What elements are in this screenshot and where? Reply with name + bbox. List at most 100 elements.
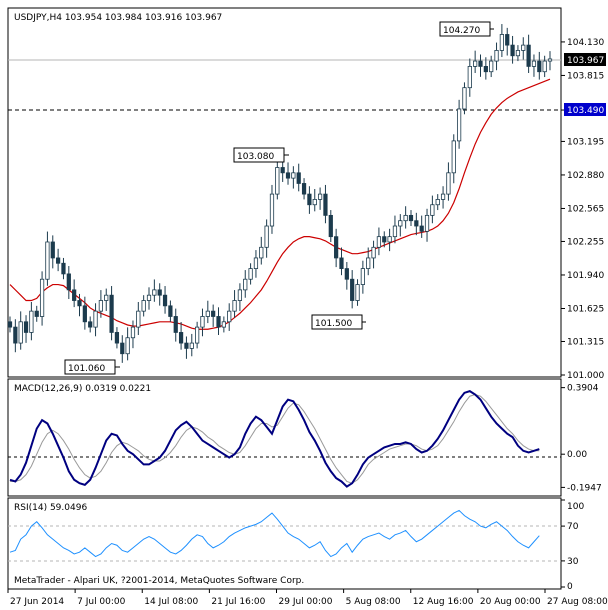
candle	[61, 257, 66, 280]
candle	[136, 302, 141, 335]
candle	[494, 42, 499, 71]
candle-body	[521, 44, 526, 51]
candle-body	[216, 316, 221, 328]
candle	[542, 55, 547, 78]
rsi-axis: 100 70 30 0	[561, 499, 584, 592]
candle-body	[537, 60, 542, 73]
candle-body	[355, 284, 360, 301]
candle-body	[456, 108, 462, 142]
time-tick-label: 12 Aug 16:00	[413, 597, 474, 607]
candle-body	[291, 172, 296, 179]
candle	[162, 286, 168, 314]
annotation-peak-label: 103.080	[237, 152, 274, 162]
candle-body	[515, 50, 521, 57]
candle-body	[285, 172, 291, 179]
candle-body	[392, 225, 398, 238]
candle	[253, 250, 259, 278]
candle	[184, 336, 189, 359]
price-tick-label: 102.255	[567, 237, 604, 247]
candle	[227, 303, 232, 331]
candle	[424, 208, 430, 242]
price-tick-label: 101.000	[567, 371, 604, 381]
candle-body	[435, 199, 440, 206]
candle	[334, 228, 339, 268]
candle	[291, 166, 296, 189]
candle	[205, 300, 210, 324]
rsi-tick-label: 70	[567, 522, 579, 532]
candle-body	[114, 332, 120, 344]
rsi-title: RSI(14) 59.0496	[14, 503, 87, 513]
annotation-dip-label: 101.500	[315, 319, 352, 329]
moving-average-series	[9, 78, 551, 330]
candle-body	[339, 257, 344, 269]
candle-body	[56, 257, 61, 264]
price-tick-label: 102.565	[567, 204, 604, 214]
macd-panel	[7, 378, 562, 497]
candle-body	[269, 193, 275, 227]
candle	[344, 261, 349, 290]
candle	[515, 45, 521, 62]
rsi-line	[9, 509, 540, 558]
candle	[104, 288, 109, 311]
candle-body	[7, 321, 13, 328]
candle	[430, 195, 435, 224]
annotation-peak: 103.080	[233, 147, 289, 163]
candle	[114, 327, 120, 349]
candle	[45, 231, 50, 286]
candle	[360, 260, 365, 294]
candle-body	[34, 310, 39, 317]
candle	[398, 214, 403, 237]
candle	[392, 215, 398, 244]
candle-body	[296, 172, 301, 184]
candle	[547, 51, 553, 71]
candle-body	[152, 289, 157, 296]
candle	[195, 321, 200, 349]
time-tick-label: 5 Aug 08:00	[346, 597, 401, 607]
candle-body	[505, 34, 510, 46]
candle-body	[483, 65, 488, 73]
candle-body	[312, 199, 317, 206]
candle-body	[205, 310, 210, 317]
candle	[382, 231, 387, 248]
candle	[376, 227, 382, 256]
candle-body	[494, 50, 499, 62]
level-badge	[564, 103, 606, 116]
symbol-header: USDJPY,H4 103.954 103.984 103.916 103.96…	[14, 13, 222, 23]
candle	[221, 316, 226, 333]
candle	[440, 186, 446, 209]
candle-body	[280, 167, 285, 174]
candle	[237, 283, 243, 311]
candle-body	[195, 326, 200, 344]
current-price-label: 103.967	[567, 56, 604, 66]
candle-body	[72, 289, 77, 301]
candle	[317, 187, 323, 210]
candle	[146, 287, 152, 310]
candle-body	[13, 326, 18, 344]
candle-body	[376, 236, 382, 248]
candle	[478, 54, 483, 77]
candle	[387, 228, 392, 252]
candle-body	[419, 225, 424, 232]
candle-body	[307, 193, 312, 206]
candle-body	[50, 241, 55, 259]
price-axis: 104.130 103.815 103.490 103.195 102.880 102.5…	[561, 38, 604, 381]
candle-body	[23, 321, 29, 333]
candle	[328, 210, 333, 242]
current-price-badge	[564, 53, 606, 66]
candle	[269, 184, 275, 234]
candle	[29, 302, 34, 341]
candle	[72, 279, 77, 308]
candle-body	[323, 193, 328, 216]
candle-body	[264, 225, 269, 248]
candle-body	[467, 65, 472, 89]
candle	[56, 248, 61, 272]
candle-body	[350, 278, 355, 301]
candle	[526, 34, 531, 73]
annotation-low: 101.060	[64, 359, 120, 375]
candle-body	[462, 87, 467, 110]
macd-main-line	[9, 390, 540, 488]
candlestick-series	[7, 24, 553, 363]
candle	[98, 290, 104, 318]
candle	[521, 37, 526, 60]
